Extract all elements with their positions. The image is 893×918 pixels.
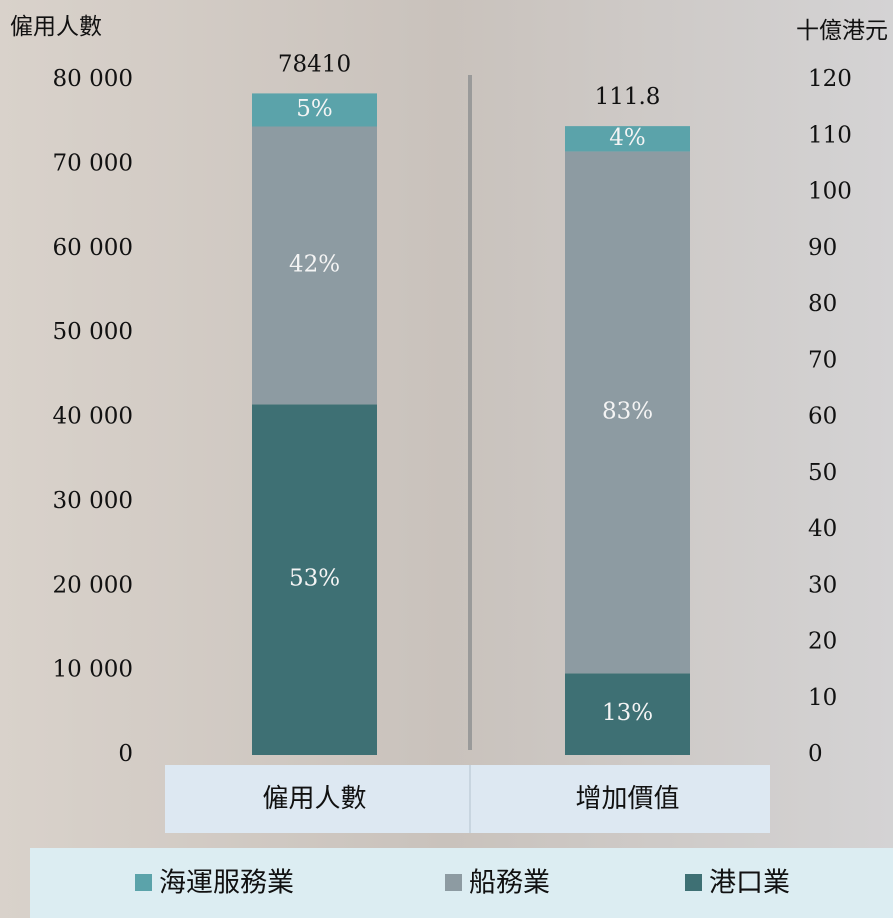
legend-label: 船務業 (469, 868, 550, 899)
y2-tick-label: 100 (808, 179, 852, 205)
x-tick-label: 增加價值 (575, 784, 679, 814)
total-label: 111.8 (595, 84, 661, 110)
legend-swatch (685, 874, 702, 891)
y2-tick-label: 30 (808, 572, 837, 598)
y2-tick-label: 80 (808, 291, 837, 317)
value-label: 53% (289, 566, 340, 592)
y2-tick-label: 60 (808, 404, 837, 430)
y2-tick-label: 10 (808, 685, 837, 711)
legend-label: 港口業 (709, 868, 790, 899)
value-label: 4% (609, 125, 646, 151)
y2-tick-label: 20 (808, 629, 837, 655)
y2-tick-label: 50 (808, 460, 837, 486)
y2-tick-label: 70 (808, 347, 837, 373)
value-label: 42% (289, 251, 340, 277)
y2-tick-label: 90 (808, 235, 837, 261)
y-tick-label: 50 000 (53, 319, 133, 345)
y-tick-label: 40 000 (53, 404, 133, 430)
y2-axis-title: 十億港元 (796, 18, 888, 44)
y2-tick-label: 120 (808, 66, 852, 92)
y-tick-label: 30 000 (53, 488, 133, 514)
y-axis-title: 僱用人數 (10, 14, 102, 40)
y2-tick-label: 110 (808, 122, 852, 148)
total-label: 78410 (278, 51, 351, 77)
y-tick-label: 20 000 (53, 572, 133, 598)
legend-swatch (445, 874, 462, 891)
legend-swatch (135, 874, 152, 891)
y2-tick-label: 40 (808, 516, 837, 542)
y-tick-label: 80 000 (53, 66, 133, 92)
y-tick-label: 70 000 (53, 150, 133, 176)
value-label: 13% (602, 700, 653, 726)
value-label: 83% (602, 398, 653, 424)
y-tick-label: 60 000 (53, 235, 133, 261)
chart: 僱用人數 十億港元 0 10 000 20 000 30 000 40 000 50 00… (0, 0, 893, 918)
y-tick-label: 10 000 (53, 657, 133, 683)
y2-tick-label: 0 (808, 741, 823, 767)
legend-label: 海運服務業 (159, 868, 294, 899)
value-label: 5% (296, 96, 333, 122)
y-tick-label: 0 (118, 741, 133, 767)
x-tick-label: 僱用人數 (262, 784, 366, 814)
